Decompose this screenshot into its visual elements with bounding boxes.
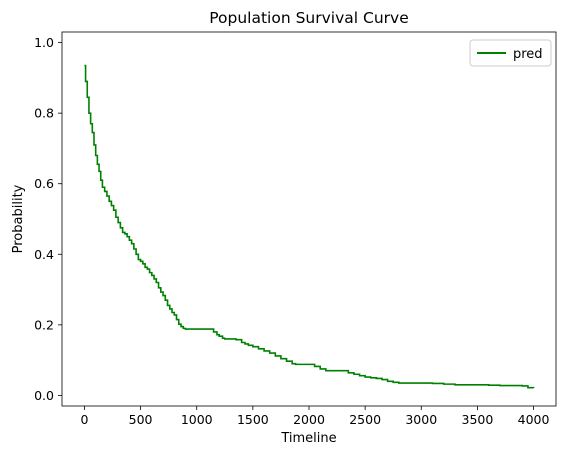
y-axis-ticks: 0.0 0.2 0.4 0.6 0.8 1.0 — [34, 35, 62, 403]
x-axis-label: Timeline — [280, 431, 336, 446]
y-tick-label: 0.4 — [34, 247, 54, 262]
y-tick-label: 0.8 — [34, 106, 54, 121]
x-tick-label: 500 — [129, 412, 153, 427]
x-tick-label: 2500 — [349, 412, 381, 427]
legend-box — [469, 39, 552, 67]
y-tick-label: 0.6 — [34, 176, 54, 191]
y-axis-label: Probability — [11, 184, 26, 253]
x-tick-label: 1500 — [237, 412, 269, 427]
series-line-pred — [84, 64, 535, 389]
y-tick-label: 0.0 — [34, 388, 54, 403]
plot-area — [61, 31, 557, 407]
x-tick-label: 1000 — [181, 412, 213, 427]
x-tick-label: 2000 — [293, 412, 325, 427]
y-tick-label: 1.0 — [34, 35, 54, 50]
chart-title: Population Survival Curve — [209, 9, 409, 27]
x-axis-ticks: 0 500 1000 1500 2000 2500 3000 3500 4000 — [80, 406, 549, 427]
y-tick-label: 0.2 — [34, 317, 54, 332]
legend: pred — [469, 39, 552, 67]
plot-frame — [61, 31, 557, 407]
x-tick-label: 3500 — [462, 412, 494, 427]
legend-label-pred: pred — [513, 47, 543, 62]
x-tick-label: 3000 — [405, 412, 437, 427]
x-tick-label: 0 — [80, 412, 88, 427]
x-tick-label: 4000 — [518, 412, 550, 427]
